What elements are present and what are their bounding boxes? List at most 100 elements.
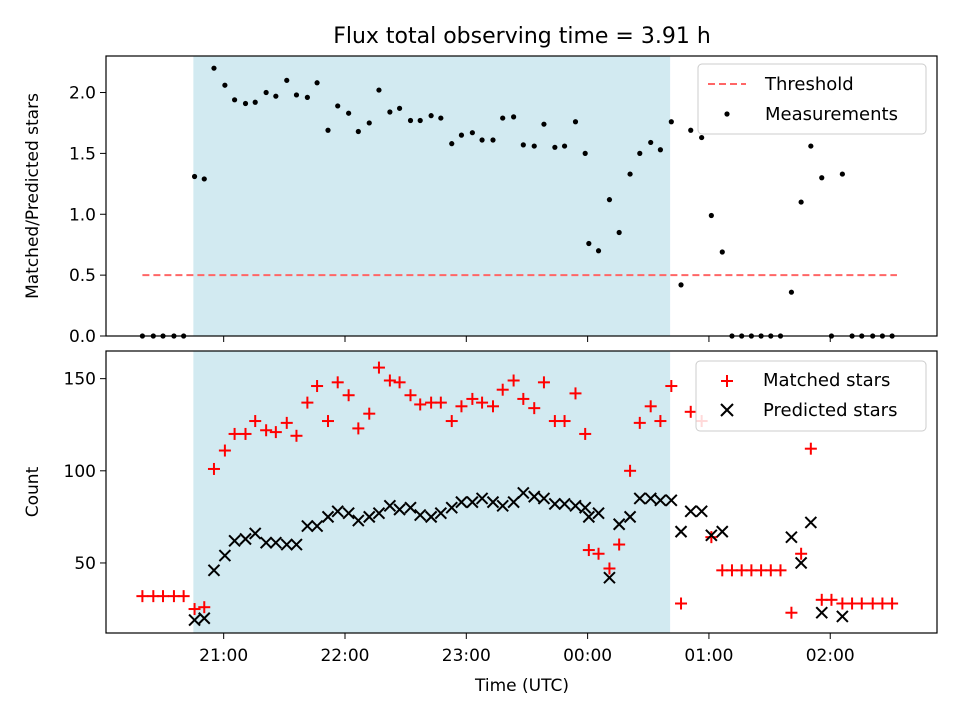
predicted-star-point: [434, 506, 448, 520]
predicted-star-point: [352, 514, 365, 527]
predicted-star-point: [486, 495, 500, 509]
measurement-point: [252, 99, 258, 105]
legend-measurements-swatch: [724, 111, 730, 117]
matched-star-point: [558, 415, 571, 428]
matched-star-point: [311, 380, 324, 393]
predicted-star-point: [198, 612, 211, 625]
x-axis-label: Time (UTC): [474, 676, 569, 696]
measurement-point: [531, 143, 537, 149]
matched-star-point: [157, 590, 170, 603]
legend-top-box: [697, 63, 927, 135]
legend-threshold-label: Threshold: [764, 74, 854, 95]
predicted-star-point: [393, 503, 406, 516]
matched-star-point: [804, 442, 817, 455]
panel-top: 0.00.51.01.52.0 Matched/Predicted stars …: [23, 55, 938, 347]
matched-star-point: [445, 415, 458, 428]
predicted-star-point: [603, 571, 616, 584]
measurement-point: [688, 127, 694, 133]
predicted-star-point: [623, 510, 637, 524]
measurement-point: [595, 248, 602, 254]
predicted-star-point: [684, 505, 697, 518]
predicted-star-point: [280, 538, 293, 551]
legend-matched-swatch: [721, 375, 733, 387]
matched-star-point: [434, 396, 447, 409]
predicted-star-point: [517, 486, 530, 500]
predicted-star-point: [404, 501, 417, 514]
predicted-star-point: [716, 525, 729, 538]
legend-predicted-label: Predicted stars: [763, 400, 897, 421]
predicted-star-point: [836, 610, 849, 623]
predicted-star-point: [301, 519, 314, 533]
predicted-star-point: [804, 516, 818, 529]
matched-star-point: [613, 538, 626, 551]
predicted-star-point: [548, 497, 562, 511]
matched-star-point: [188, 603, 201, 616]
predicted-star-point: [507, 495, 520, 509]
predicted-star-point: [331, 505, 344, 518]
matched-star-point: [795, 547, 808, 560]
matched-star-point: [675, 597, 688, 610]
predicted-star-point: [496, 499, 509, 513]
matched-star-point: [466, 392, 479, 405]
matched-star-point: [207, 462, 220, 475]
measurement-point: [586, 240, 592, 247]
matched-star-point: [352, 422, 365, 435]
measurement-point: [335, 103, 341, 109]
measurement-point: [500, 115, 506, 121]
matched-star-point: [886, 597, 899, 610]
matched-star-point: [363, 407, 376, 420]
matched-star-point: [603, 562, 616, 575]
predicted-star-point: [582, 510, 596, 524]
measurement-point: [490, 137, 496, 143]
predicted-star-point: [665, 494, 678, 507]
matched-star-point: [855, 597, 868, 610]
measurement-point: [606, 197, 613, 203]
matched-star-point: [301, 396, 314, 409]
axes-frame-bottom: [105, 350, 938, 634]
y-tick-label: 100: [64, 462, 96, 482]
legend-bottom: Matched stars Predicted stars: [695, 360, 927, 432]
measurement-point: [808, 143, 814, 149]
measurement-point: [417, 117, 423, 124]
legend-measurements-label: Measurements: [765, 104, 898, 125]
matched-star-point: [331, 376, 344, 389]
observing-window-shade-bottom: [193, 351, 671, 633]
measurement-point: [314, 80, 320, 86]
measurement-point: [627, 171, 633, 177]
measurement-point: [387, 109, 393, 115]
chart-title: Flux total observing time = 3.91 h: [333, 24, 711, 49]
y-tick-label: 1.0: [69, 205, 96, 225]
measurement-point: [708, 212, 714, 219]
measurement-point: [222, 82, 228, 88]
matched-star-point: [785, 606, 798, 619]
measurement-point: [211, 65, 217, 71]
predicted-star-point: [372, 506, 386, 520]
matched-star-point: [644, 400, 657, 413]
measurement-point: [561, 143, 568, 149]
matched-star-point: [496, 383, 509, 396]
predicted-star-point: [654, 494, 667, 507]
measurement-point: [469, 130, 475, 136]
matched-star-point: [507, 374, 520, 387]
measurement-point: [657, 147, 664, 153]
measurement-point: [798, 199, 804, 205]
predicted-star-point: [383, 499, 397, 513]
matched-star-point: [684, 405, 697, 418]
matched-star-point: [383, 374, 396, 387]
legend-bottom-box: [695, 360, 927, 432]
matched-star-point: [582, 544, 595, 557]
predicted-star-point: [455, 495, 468, 509]
measurement-point: [242, 100, 249, 107]
predicted-star-point: [578, 501, 592, 514]
matched-star-point: [455, 400, 468, 413]
measurement-point: [293, 92, 300, 98]
matched-star-point: [665, 380, 678, 393]
matched-star-point: [280, 416, 293, 429]
matched-star-point: [624, 464, 637, 477]
predicted-star-point: [794, 556, 808, 570]
y-axis-label-top: Matched/Predicted stars: [23, 93, 43, 299]
y-ticks-bottom: 50 100 150: [64, 370, 106, 574]
matched-star-point: [774, 564, 787, 577]
predicted-star-point: [592, 506, 605, 520]
